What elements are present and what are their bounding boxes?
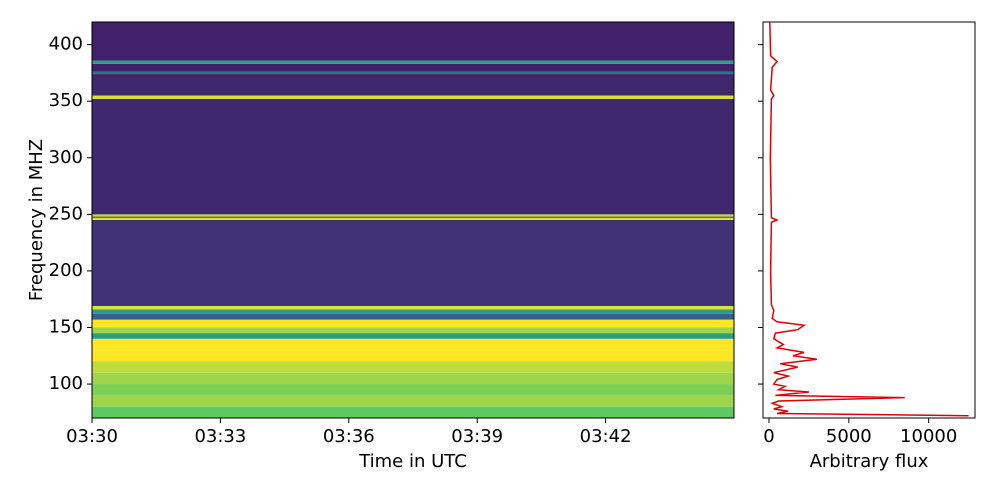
heat-band [92, 60, 734, 64]
x-tick-label: 03:30 [66, 426, 118, 447]
x-tick-label: 03:39 [451, 426, 503, 447]
axes-frame [91, 21, 735, 419]
heat-band [92, 372, 734, 385]
y-tick-label: 200 [49, 260, 83, 281]
x-axis-label: Arbitrary flux [810, 451, 929, 472]
flux-line [769, 22, 969, 417]
x-tick-label: 10000 [900, 426, 957, 447]
heat-band [92, 22, 734, 61]
heat-band [92, 98, 734, 215]
y-tick-label: 300 [49, 147, 83, 168]
heat-band [92, 350, 734, 362]
heat-band [92, 216, 734, 218]
heat-band [92, 338, 734, 351]
axes-frame [762, 21, 976, 419]
heat-band [92, 309, 734, 314]
heat-band [92, 220, 734, 306]
y-axis-label: Frequency in MHZ [26, 139, 47, 301]
heat-band [92, 395, 734, 407]
y-tick-label: 150 [49, 316, 83, 337]
x-tick-label: 0 [763, 426, 774, 447]
y-tick-label: 250 [49, 203, 83, 224]
heat-band [92, 95, 734, 99]
x-tick-label: 03:42 [580, 426, 632, 447]
x-tick-label: 03:33 [194, 426, 246, 447]
x-tick-label: 03:36 [323, 426, 375, 447]
heat-band [92, 406, 734, 418]
heat-band [92, 71, 734, 75]
heat-band [92, 384, 734, 396]
heat-band [92, 63, 734, 72]
heat-band [92, 319, 734, 328]
heat-band [92, 214, 734, 217]
heat-band [92, 74, 734, 96]
heat-band [92, 327, 734, 334]
heat-band [92, 217, 734, 220]
y-tick-label: 400 [49, 34, 83, 55]
heat-band [92, 333, 734, 339]
x-axis-label: Time in UTC [358, 451, 467, 472]
heat-band [92, 305, 734, 310]
heat-band [92, 361, 734, 373]
y-tick-label: 350 [49, 90, 83, 111]
heat-band [92, 313, 734, 320]
x-tick-label: 5000 [826, 426, 872, 447]
y-tick-label: 100 [49, 373, 83, 394]
